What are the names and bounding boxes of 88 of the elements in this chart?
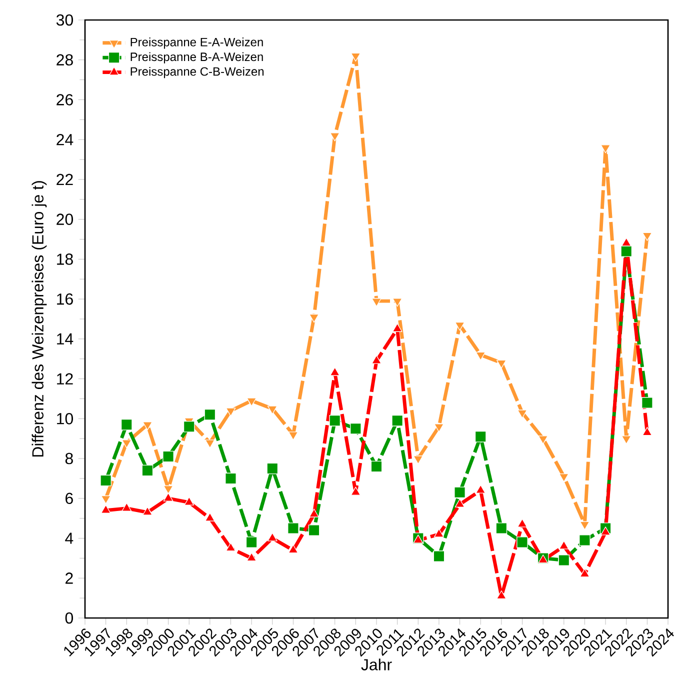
point <box>538 436 548 444</box>
point <box>308 524 320 536</box>
point <box>476 484 486 494</box>
y-tick-label: 8 <box>65 452 73 464</box>
point <box>246 536 258 548</box>
point <box>226 408 236 416</box>
point <box>496 522 508 534</box>
point <box>120 418 132 430</box>
point <box>600 526 610 536</box>
point <box>392 298 402 307</box>
point <box>204 512 215 522</box>
y-tick-label: 12 <box>57 373 73 384</box>
point <box>288 544 298 554</box>
point <box>142 464 154 476</box>
point <box>329 414 341 426</box>
point <box>100 474 112 486</box>
y-tick-label: 28 <box>56 54 73 66</box>
point <box>642 397 653 408</box>
point <box>142 506 152 516</box>
point <box>621 436 632 444</box>
point <box>413 456 424 464</box>
point <box>558 473 569 482</box>
point <box>100 504 111 514</box>
point <box>163 492 174 502</box>
point <box>225 472 236 484</box>
legend-label: Preisspanne C-B-Weizen <box>130 66 264 78</box>
point <box>434 528 444 538</box>
point <box>517 518 528 528</box>
point <box>162 450 174 462</box>
y-tick-label: 16 <box>57 293 73 305</box>
y-tick-label: 10 <box>57 413 74 424</box>
point <box>496 590 506 600</box>
point <box>266 462 278 474</box>
legend-label: Preisspanne E-A-Weizen <box>130 38 263 49</box>
point <box>267 532 278 542</box>
point <box>122 440 132 448</box>
y-tick-label: 30 <box>56 14 74 26</box>
point <box>372 298 382 307</box>
y-tick-label: 26 <box>56 94 73 106</box>
point <box>580 568 590 578</box>
point <box>517 410 528 418</box>
y-tick-label: 18 <box>57 254 73 265</box>
point <box>496 360 506 369</box>
point <box>350 486 361 496</box>
point <box>267 406 278 414</box>
point <box>309 314 319 323</box>
point <box>246 552 257 562</box>
point <box>204 440 215 448</box>
legend-label: Preisspanne B-A-Weizen <box>130 52 263 64</box>
point <box>579 534 590 546</box>
point <box>184 496 194 506</box>
point <box>309 508 319 518</box>
point <box>474 430 486 442</box>
y-tick-label: 22 <box>56 174 73 186</box>
point <box>246 398 257 406</box>
y-tick-label: 20 <box>56 214 74 225</box>
y-axis-title: Differenz des Weizenpreises (Euro je t) <box>32 181 47 457</box>
point <box>516 536 528 548</box>
point <box>454 486 466 498</box>
y-tick-label: 24 <box>56 134 74 146</box>
point <box>558 540 569 550</box>
y-tick-label: 2 <box>66 572 73 584</box>
x-axis-title: Jahr <box>361 658 392 670</box>
point <box>330 132 340 142</box>
point <box>620 246 632 257</box>
y-tick-label: 14 <box>57 333 74 344</box>
point <box>434 424 444 432</box>
point <box>476 352 486 361</box>
point <box>122 502 132 512</box>
y-tick-label: 4 <box>65 532 74 544</box>
point <box>433 550 445 562</box>
point <box>288 522 299 534</box>
y-tick-label: 6 <box>66 492 73 504</box>
point <box>288 432 298 440</box>
point <box>558 554 570 566</box>
point <box>600 144 610 154</box>
y-tick-label: 0 <box>65 612 74 624</box>
point <box>370 460 382 472</box>
point <box>142 422 152 430</box>
point <box>392 414 403 426</box>
point <box>183 420 195 432</box>
point <box>350 422 362 434</box>
point <box>454 498 465 508</box>
point <box>350 52 361 62</box>
point <box>204 409 216 420</box>
point <box>454 322 465 331</box>
point <box>226 542 236 552</box>
point <box>642 232 652 241</box>
